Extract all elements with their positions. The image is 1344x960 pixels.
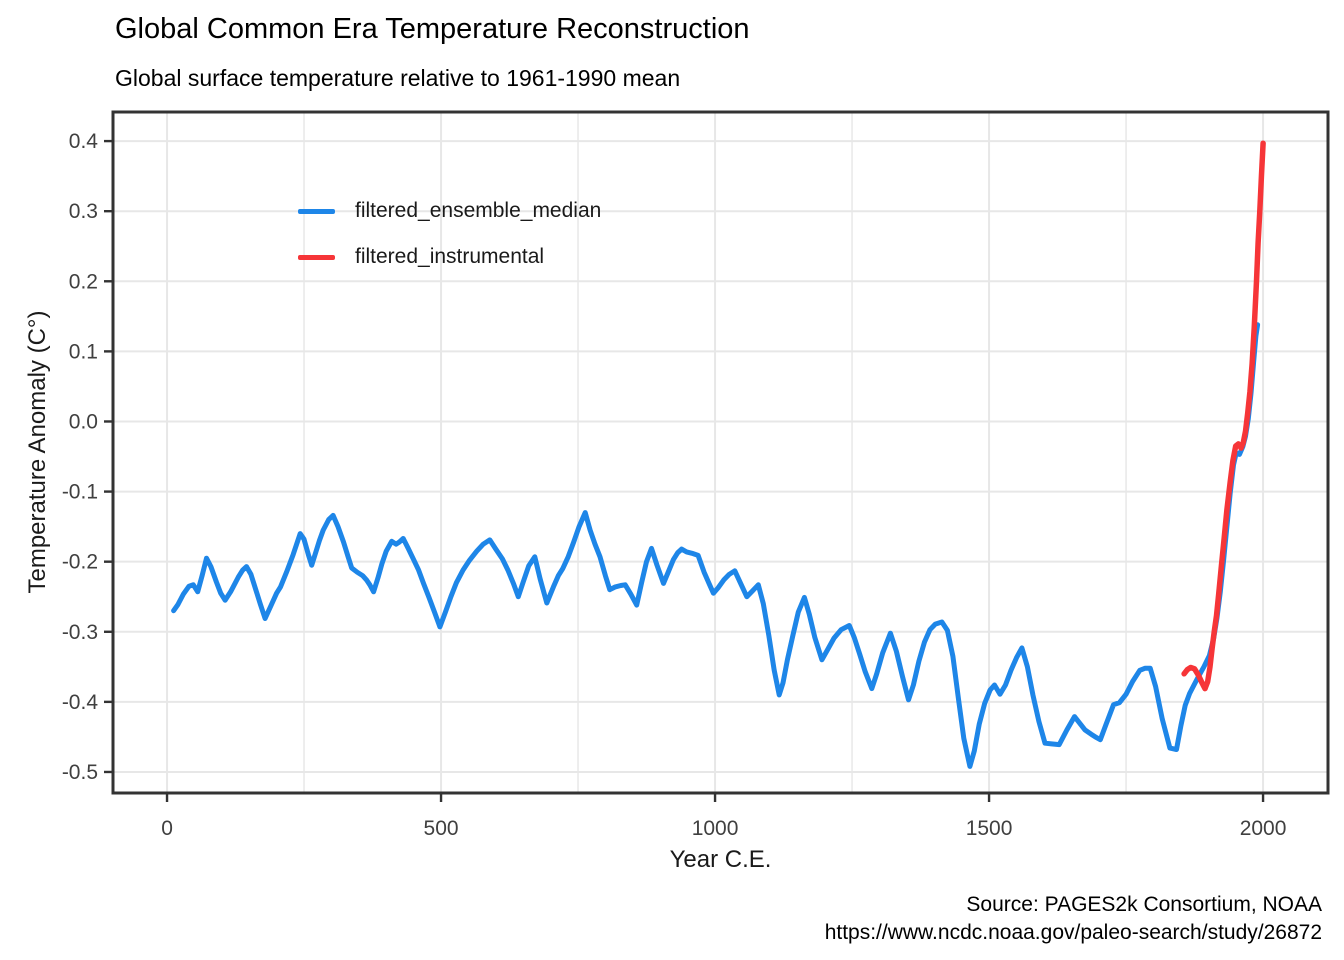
legend-label-ensemble-median: filtered_ensemble_median [355,199,602,222]
y-tick-label: 0.1 [69,340,98,363]
y-tick-label: 0.4 [69,130,99,153]
series-line-filtered_instrumental [1181,140,1266,692]
y-tick-label: 0.2 [69,270,98,293]
y-tick-label: 0.0 [69,410,98,433]
legend-line-swatch-blue [298,208,335,214]
y-tick-label: -0.3 [62,621,98,644]
x-tick-label: 2000 [1240,817,1287,840]
x-axis-title: Year C.E. [669,846,772,873]
x-tick-label: 0 [161,817,173,840]
caption-source: Source: PAGES2k Consortium, NOAA [966,893,1322,916]
y-tick-label: -0.5 [62,761,98,784]
x-tick-label: 500 [424,817,459,840]
legend: filtered_ensemble_median filtered_instru… [298,188,601,280]
y-tick-label: -0.4 [62,691,99,714]
legend-item-ensemble-median: filtered_ensemble_median [298,188,601,234]
y-tick-label: 0.3 [69,200,98,223]
y-tick-label: -0.2 [62,551,98,574]
x-tick-label: 1000 [692,817,739,840]
y-axis-title: Temperature Anomaly (C°) [24,310,51,594]
legend-label-instrumental: filtered_instrumental [355,245,545,268]
chart-title: Global Common Era Temperature Reconstruc… [115,13,750,45]
caption-url: https://www.ncdc.noaa.gov/paleo-search/s… [824,921,1322,944]
legend-item-instrumental: filtered_instrumental [298,234,601,280]
series-line-filtered_ensemble_median [171,322,1261,769]
chart-subtitle: Global surface temperature relative to 1… [115,65,681,91]
y-tick-label: -0.1 [62,481,98,504]
x-tick-label: 1500 [966,817,1013,840]
panel-border [111,110,1330,795]
caption: Source: PAGES2k Consortium, NOAA https:/… [825,891,1322,947]
legend-line-swatch-red [298,254,335,260]
